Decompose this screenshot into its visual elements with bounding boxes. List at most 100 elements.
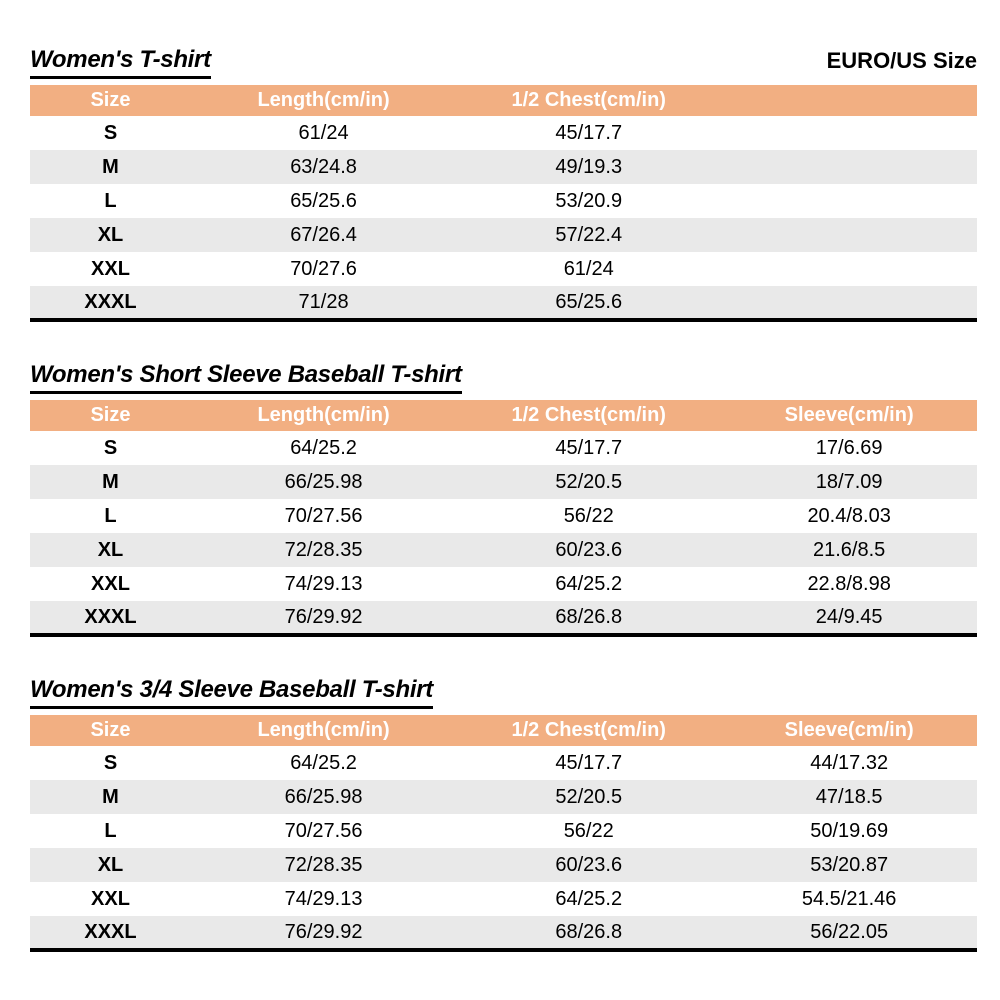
table-row-xxl: XXL 74/29.13 64/25.2 54.5/21.46	[30, 882, 977, 916]
section-womens-tshirt: Women's T-shirt EURO/US Size Size Length…	[30, 46, 977, 322]
column-header-chest: 1/2 Chest(cm/in)	[456, 400, 722, 431]
empty-cell	[721, 252, 977, 286]
chest-cell: 64/25.2	[555, 572, 623, 595]
length-cell: 76/29.92	[284, 605, 363, 628]
chest-cell: 53/20.9	[555, 189, 623, 212]
length-cell: 67/26.4	[290, 223, 357, 246]
size-cell: L	[104, 819, 117, 842]
chest-cell: 64/25.2	[555, 887, 623, 910]
size-table-short-sleeve-baseball: Size Length(cm/in) 1/2 Chest(cm/in) Slee…	[30, 400, 977, 637]
column-header-chest: 1/2 Chest(cm/in)	[456, 85, 722, 116]
table-header-row: Size Length(cm/in) 1/2 Chest(cm/in) Slee…	[30, 715, 977, 746]
table-row-m: M 66/25.98 52/20.5 47/18.5	[30, 780, 977, 814]
table-row-s: S 64/25.2 45/17.7 17/6.69	[30, 431, 977, 465]
section-header: Women's 3/4 Sleeve Baseball T-shirt	[30, 676, 977, 709]
table-row-l: L 70/27.56 56/22 50/19.69	[30, 814, 977, 848]
section-title-womens-tshirt: Women's T-shirt	[30, 46, 211, 79]
column-header-length: Length(cm/in)	[190, 715, 457, 746]
size-cell: XL	[97, 853, 124, 876]
chest-cell: 60/23.6	[555, 853, 623, 876]
size-table-womens-tshirt: Size Length(cm/in) 1/2 Chest(cm/in) S 61…	[30, 85, 977, 322]
length-cell: 61/24	[298, 121, 349, 144]
chest-cell: 52/20.5	[555, 470, 623, 493]
table-row-m: M 66/25.98 52/20.5 18/7.09	[30, 465, 977, 499]
table-row-xxxl: XXXL 76/29.92 68/26.8 24/9.45	[30, 601, 977, 635]
length-cell: 65/25.6	[290, 189, 357, 212]
chest-cell: 56/22	[563, 504, 614, 527]
length-cell: 66/25.98	[284, 470, 363, 493]
table-row-xl: XL 72/28.35 60/23.6 21.6/8.5	[30, 533, 977, 567]
sleeve-cell: 20.4/8.03	[807, 504, 891, 527]
chest-cell: 68/26.8	[555, 920, 623, 943]
empty-cell	[721, 116, 977, 150]
section-short-sleeve-baseball: Women's Short Sleeve Baseball T-shirt Si…	[30, 361, 977, 637]
table-header-row: Size Length(cm/in) 1/2 Chest(cm/in)	[30, 85, 977, 116]
chest-cell: 45/17.7	[555, 121, 623, 144]
length-cell: 72/28.35	[284, 538, 363, 561]
table-row-xxl: XXL 70/27.6 61/24	[30, 252, 977, 286]
length-cell: 76/29.92	[284, 920, 363, 943]
column-header-size: Size	[30, 85, 191, 116]
size-cell: M	[102, 785, 119, 808]
column-header-length: Length(cm/in)	[190, 400, 457, 431]
sleeve-cell: 44/17.32	[810, 751, 889, 774]
column-header-sleeve: Sleeve(cm/in)	[721, 715, 977, 746]
length-cell: 66/25.98	[284, 785, 363, 808]
column-header-sleeve: Sleeve(cm/in)	[721, 400, 977, 431]
size-cell: XXXL	[84, 605, 137, 628]
empty-cell	[721, 184, 977, 218]
column-header-size: Size	[30, 715, 191, 746]
sleeve-cell: 53/20.87	[810, 853, 889, 876]
chest-cell: 45/17.7	[555, 436, 623, 459]
table-header-row: Size Length(cm/in) 1/2 Chest(cm/in) Slee…	[30, 400, 977, 431]
length-cell: 64/25.2	[290, 436, 357, 459]
column-header-empty	[721, 85, 977, 116]
column-header-chest: 1/2 Chest(cm/in)	[456, 715, 722, 746]
length-cell: 74/29.13	[284, 887, 363, 910]
table-row-s: S 61/24 45/17.7	[30, 116, 977, 150]
chest-cell: 49/19.3	[555, 155, 623, 178]
empty-cell	[721, 286, 977, 320]
column-header-size: Size	[30, 400, 191, 431]
chest-cell: 52/20.5	[555, 785, 623, 808]
size-cell: S	[103, 751, 118, 774]
length-cell: 70/27.56	[284, 819, 363, 842]
length-cell: 63/24.8	[290, 155, 357, 178]
section-header: Women's Short Sleeve Baseball T-shirt	[30, 361, 977, 394]
length-cell: 72/28.35	[284, 853, 363, 876]
length-cell: 71/28	[298, 290, 349, 313]
size-cell: L	[104, 504, 117, 527]
sleeve-cell: 24/9.45	[815, 605, 883, 628]
size-cell: S	[103, 436, 118, 459]
size-cell: XXL	[91, 572, 130, 595]
section-title-short-sleeve-baseball: Women's Short Sleeve Baseball T-shirt	[30, 361, 462, 394]
length-cell: 70/27.56	[284, 504, 363, 527]
sleeve-cell: 56/22.05	[810, 920, 889, 943]
section-three-quarter-sleeve-baseball: Women's 3/4 Sleeve Baseball T-shirt Size…	[30, 676, 977, 952]
table-row-l: L 70/27.56 56/22 20.4/8.03	[30, 499, 977, 533]
size-cell: S	[103, 121, 118, 144]
length-cell: 64/25.2	[290, 751, 357, 774]
sleeve-cell: 21.6/8.5	[813, 538, 886, 561]
sleeve-cell: 54.5/21.46	[801, 887, 897, 910]
size-cell: XL	[97, 538, 124, 561]
sleeve-cell: 50/19.69	[810, 819, 889, 842]
size-cell: XL	[97, 223, 124, 246]
chest-cell: 45/17.7	[555, 751, 623, 774]
size-cell: M	[102, 470, 119, 493]
sleeve-cell: 22.8/8.98	[807, 572, 891, 595]
sleeve-cell: 17/6.69	[815, 436, 883, 459]
size-cell: XXXL	[84, 290, 137, 313]
empty-cell	[721, 150, 977, 184]
size-cell: XXL	[91, 887, 130, 910]
chest-cell: 65/25.6	[555, 290, 623, 313]
table-row-xl: XL 67/26.4 57/22.4	[30, 218, 977, 252]
table-row-m: M 63/24.8 49/19.3	[30, 150, 977, 184]
chest-cell: 61/24	[563, 257, 614, 280]
chest-cell: 68/26.8	[555, 605, 623, 628]
chest-cell: 56/22	[563, 819, 614, 842]
table-row-l: L 65/25.6 53/20.9	[30, 184, 977, 218]
table-row-s: S 64/25.2 45/17.7 44/17.32	[30, 746, 977, 780]
table-row-xl: XL 72/28.35 60/23.6 53/20.87	[30, 848, 977, 882]
table-row-xxxl: XXXL 71/28 65/25.6	[30, 286, 977, 320]
